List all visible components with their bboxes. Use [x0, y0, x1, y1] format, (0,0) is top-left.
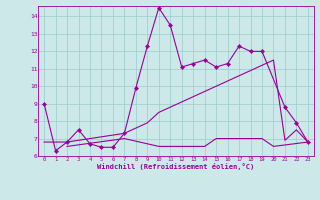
X-axis label: Windchill (Refroidissement éolien,°C): Windchill (Refroidissement éolien,°C)	[97, 164, 255, 170]
